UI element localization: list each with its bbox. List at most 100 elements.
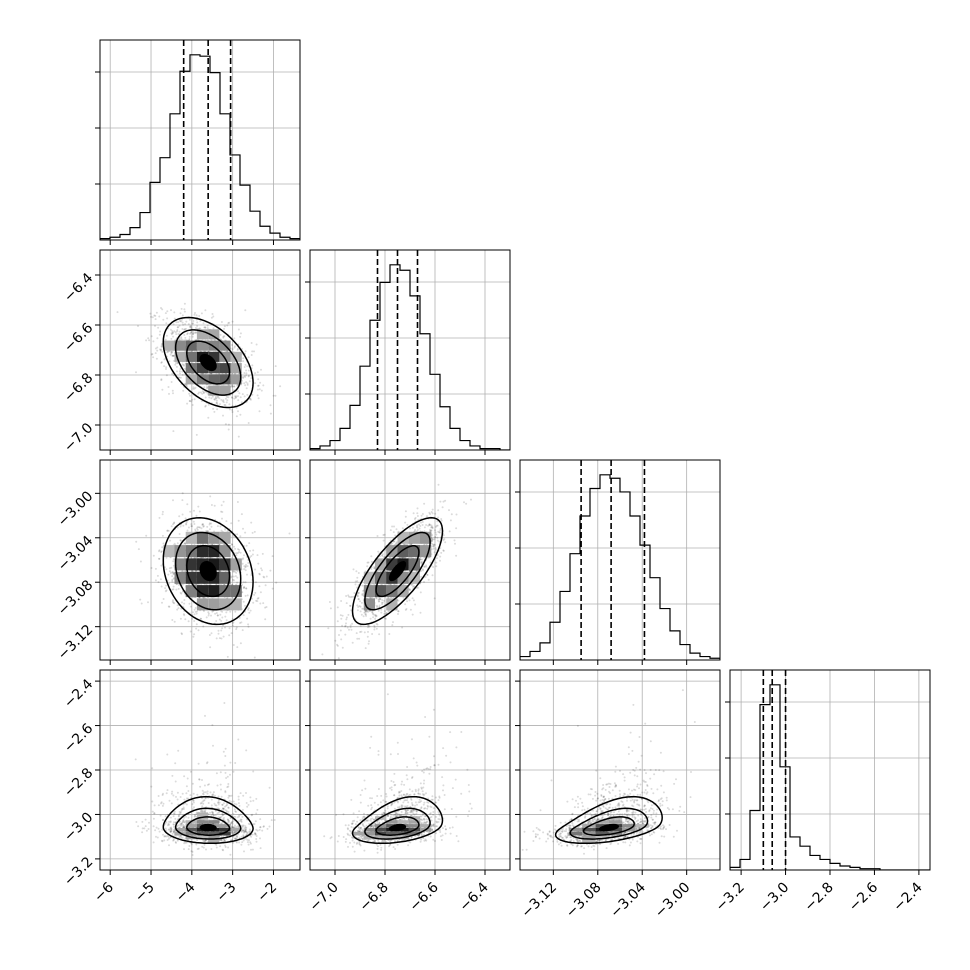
scatter-point <box>243 568 246 571</box>
scatter-point <box>236 835 239 838</box>
scatter-point <box>374 614 377 617</box>
scatter-point <box>180 607 183 610</box>
hist-panel-2 <box>515 459 721 665</box>
scatter-point <box>221 627 224 630</box>
scatter-point <box>170 332 173 335</box>
scatter-point <box>244 376 247 378</box>
scatter-point <box>271 555 274 558</box>
scatter-point <box>426 573 429 576</box>
scatter-point <box>175 362 177 364</box>
scatter-point <box>165 792 168 795</box>
scatter-point <box>182 806 185 809</box>
scatter-point <box>402 596 405 599</box>
scatter-point <box>156 574 159 577</box>
scatter-point <box>378 633 381 636</box>
scatter-point <box>172 823 175 826</box>
scatter-point <box>172 430 175 433</box>
scatter-point <box>254 591 257 594</box>
scatter-point <box>414 603 417 606</box>
scatter-point <box>177 815 180 818</box>
density-cell <box>185 558 197 571</box>
scatter-point <box>184 517 187 520</box>
scatter-point <box>357 572 360 574</box>
scatter-point <box>219 333 222 336</box>
scatter-point <box>240 513 243 516</box>
scatter-point <box>347 594 350 597</box>
scatter-point <box>360 630 363 633</box>
scatter-point <box>357 598 360 600</box>
scatter-point <box>375 597 378 600</box>
scatter-point <box>397 613 399 615</box>
scatter-point <box>254 372 257 375</box>
scatter-point <box>192 320 195 322</box>
scatter-point <box>229 610 232 613</box>
scatter-point <box>237 519 240 522</box>
scatter-point <box>174 363 177 366</box>
scatter-point <box>148 339 151 342</box>
scatter-point <box>235 626 238 629</box>
scatter-point <box>160 379 163 382</box>
scatter-point <box>242 830 245 833</box>
scatter-point <box>172 588 175 591</box>
scatter-point <box>189 510 192 513</box>
scatter-point <box>383 556 386 558</box>
scatter-point <box>359 600 361 603</box>
scatter-point <box>216 525 219 528</box>
scatter-point <box>379 598 382 601</box>
scatter-point <box>408 527 411 530</box>
scatter-point <box>403 556 406 559</box>
density-cell <box>408 558 420 571</box>
scatter-point <box>180 823 183 826</box>
scatter-point <box>367 630 369 633</box>
scatter-point <box>187 323 190 326</box>
scatter-point <box>171 774 174 777</box>
scatter-point <box>166 529 169 532</box>
scatter-point <box>242 581 245 584</box>
scatter-point <box>239 642 242 645</box>
scatter-point <box>156 349 159 352</box>
scatter-point <box>168 392 170 395</box>
scatter-point <box>357 606 360 608</box>
scatter-point <box>187 816 190 819</box>
scatter-point <box>431 538 434 541</box>
scatter-point <box>254 581 257 584</box>
scatter-point <box>431 540 434 542</box>
scatter-point <box>210 632 213 635</box>
scatter-point <box>181 363 184 366</box>
scatter-point <box>203 386 206 389</box>
scatter-point <box>435 533 438 536</box>
scatter-point <box>218 801 221 804</box>
scatter-point <box>147 337 150 340</box>
scatter-point <box>171 332 174 334</box>
scatter-point <box>236 576 239 579</box>
scatter-point <box>251 531 254 534</box>
scatter-point <box>243 829 246 832</box>
scatter-point <box>416 512 419 515</box>
scatter-point <box>265 606 268 608</box>
scatter-point <box>254 820 257 823</box>
scatter-point <box>181 633 183 636</box>
scatter-point <box>383 612 386 615</box>
scatter-point <box>217 799 220 802</box>
scatter-point <box>183 826 186 829</box>
scatter-point <box>242 357 245 360</box>
scatter-point <box>188 335 191 338</box>
scatter-point <box>178 813 181 816</box>
scatter-point <box>231 831 234 834</box>
scatter-point <box>222 802 225 805</box>
scatter-point <box>220 838 222 841</box>
scatter-point <box>137 825 140 828</box>
scatter-point <box>353 592 356 594</box>
scatter-point <box>187 848 190 851</box>
scatter-point <box>170 381 173 383</box>
scatter-point <box>173 330 176 333</box>
scatter-point <box>139 598 142 601</box>
scatter-point <box>231 543 234 546</box>
scatter-point <box>225 777 228 779</box>
scatter-point <box>172 560 175 563</box>
scatter-point <box>214 397 217 400</box>
scatter-point <box>209 791 212 794</box>
scatter-point <box>202 525 205 528</box>
scatter-point <box>159 330 162 333</box>
